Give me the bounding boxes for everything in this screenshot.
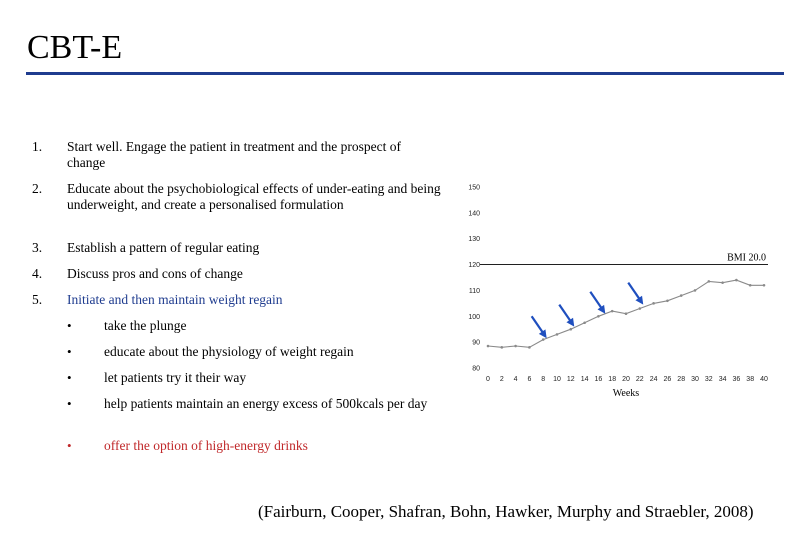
data-point xyxy=(762,283,766,287)
x-tick-label: 38 xyxy=(746,376,754,383)
x-tick-label: 36 xyxy=(733,376,741,383)
bullet-marker-1: • xyxy=(67,318,72,333)
x-tick-label: 20 xyxy=(622,376,630,383)
data-point xyxy=(541,338,545,341)
y-tick-label: 100 xyxy=(468,314,480,321)
arrow-head xyxy=(597,304,606,314)
x-tick-label: 32 xyxy=(705,376,713,383)
x-tick-label: 8 xyxy=(541,376,545,383)
data-point xyxy=(597,314,600,318)
y-tick-label: 140 xyxy=(468,210,480,217)
data-point xyxy=(652,302,655,305)
bullet-text-4: help patients maintain an energy excess … xyxy=(104,396,428,411)
arrow-annotations xyxy=(530,282,644,339)
bullet-marker-5: • xyxy=(67,438,72,453)
x-tick-label: 34 xyxy=(719,376,727,383)
data-point xyxy=(610,309,614,313)
citation: (Fairburn, Cooper, Shafran, Bohn, Hawker… xyxy=(258,502,754,521)
step-number-4: 4. xyxy=(32,266,43,281)
bullet-marker-3: • xyxy=(67,370,72,385)
x-tick-label: 28 xyxy=(677,376,685,383)
step-number-1: 1. xyxy=(32,139,43,154)
bmi-reference: BMI 20.0 xyxy=(480,253,768,265)
bullet-marker-4: • xyxy=(67,396,72,411)
data-point xyxy=(748,283,752,287)
data-point xyxy=(500,346,504,349)
bullet-text-2: educate about the physiology of weight r… xyxy=(104,344,354,359)
arrow-shaft xyxy=(530,315,545,335)
arrow-shaft xyxy=(627,282,642,301)
data-point xyxy=(707,280,711,283)
data-point xyxy=(486,344,490,348)
x-tick-label: 30 xyxy=(691,376,699,383)
arrow-head xyxy=(635,295,644,305)
step-number-3: 3. xyxy=(32,240,43,255)
data-point xyxy=(693,289,697,292)
x-tick-label: 12 xyxy=(567,376,575,383)
data-point xyxy=(638,307,642,310)
step-text-3: Establish a pattern of regular eating xyxy=(67,240,260,255)
weight-series xyxy=(486,278,766,349)
arrow-shaft xyxy=(589,291,604,310)
x-tick-label: 26 xyxy=(664,376,672,383)
x-axis-label: Weeks xyxy=(613,388,640,399)
arrow-annotation xyxy=(530,315,547,339)
arrow-annotation xyxy=(627,282,644,305)
x-tick-label: 10 xyxy=(553,376,561,383)
x-tick-label: 18 xyxy=(608,376,616,383)
data-point xyxy=(514,344,517,348)
step-number-5: 5. xyxy=(32,292,43,307)
y-tick-label: 120 xyxy=(468,262,480,269)
data-point xyxy=(555,333,559,336)
bullet-text-5: offer the option of high-energy drinks xyxy=(104,438,308,453)
data-point xyxy=(721,281,724,284)
x-tick-label: 24 xyxy=(650,376,658,383)
x-tick-label: 4 xyxy=(514,376,518,383)
arrow-head xyxy=(566,317,575,327)
bmi-reference-label: BMI 20.0 xyxy=(727,253,766,264)
step-text-2: Educate about the psychobiological effec… xyxy=(67,181,441,212)
step-number-2: 2. xyxy=(32,181,43,196)
data-point xyxy=(666,299,669,303)
x-tick-label: 6 xyxy=(527,376,531,383)
data-point xyxy=(735,278,738,282)
arrow-annotation xyxy=(558,304,575,327)
x-tick-label: 14 xyxy=(581,376,589,383)
step-text-1: Start well. Engage the patient in treatm… xyxy=(67,139,402,170)
data-point xyxy=(528,346,531,349)
step-list: 1. Start well. Engage the patient in tre… xyxy=(0,0,460,460)
arrow-annotation xyxy=(589,291,606,314)
y-tick-label: 150 xyxy=(468,185,480,192)
bullet-text-1: take the plunge xyxy=(104,318,187,333)
page-title: CBT-E xyxy=(27,29,123,66)
bullet-text-3: let patients try it their way xyxy=(104,370,247,385)
data-point xyxy=(679,294,683,297)
data-point xyxy=(569,327,573,331)
bullet-marker-2: • xyxy=(67,344,72,359)
x-tick-label: 22 xyxy=(636,376,644,383)
y-axis: 80 90 100 110 120 130 140 150 xyxy=(468,185,480,373)
x-axis: 0 2 4 6 8 10 12 14 16 18 20 22 24 26 28 30 32 34 36 38 40 xyxy=(486,376,768,383)
y-tick-label: 80 xyxy=(472,366,480,373)
arrow-head xyxy=(538,329,547,339)
y-tick-label: 110 xyxy=(469,288,480,295)
y-tick-label: 130 xyxy=(468,236,480,243)
y-tick-label: 90 xyxy=(472,340,480,347)
data-point xyxy=(583,321,586,325)
x-tick-label: 0 xyxy=(486,376,490,383)
data-point xyxy=(624,312,628,315)
x-tick-label: 40 xyxy=(760,376,768,383)
x-tick-label: 16 xyxy=(595,376,603,383)
title-divider xyxy=(26,72,784,75)
step-text-5: Initiate and then maintain weight regain xyxy=(67,292,283,307)
arrow-shaft xyxy=(558,304,573,323)
x-tick-label: 2 xyxy=(500,376,504,383)
step-text-4: Discuss pros and cons of change xyxy=(67,266,243,281)
